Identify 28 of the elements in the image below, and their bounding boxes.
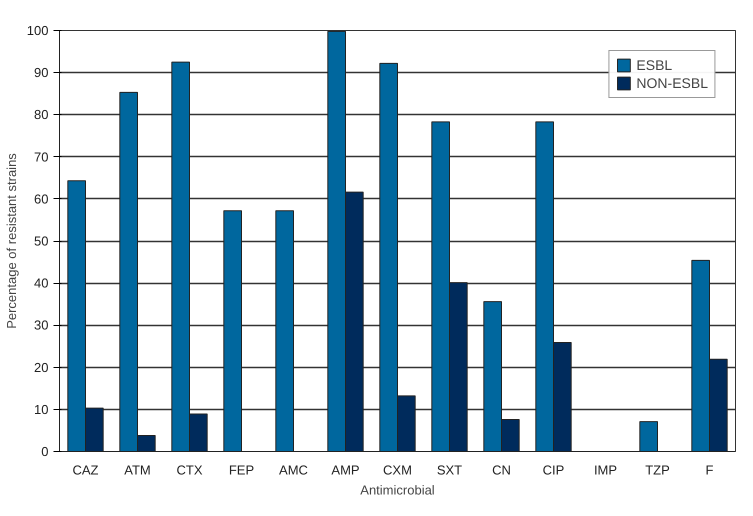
y-tick-label: 0 bbox=[41, 444, 49, 459]
legend-label: ESBL bbox=[636, 57, 672, 73]
x-tick-label: FEP bbox=[228, 462, 254, 478]
x-tick-label: ATM bbox=[124, 462, 151, 478]
x-tick-label: TZP bbox=[645, 462, 670, 478]
y-axis-title: Percentage of resistant strains bbox=[4, 152, 19, 329]
x-tick-label: AMC bbox=[279, 462, 308, 478]
x-tick-label: CIP bbox=[542, 462, 564, 478]
legend-label: NON-ESBL bbox=[636, 75, 708, 91]
x-tick-label: AMP bbox=[331, 462, 360, 478]
x-tick-label: CN bbox=[492, 462, 511, 478]
x-tick-label: IMP bbox=[594, 462, 618, 478]
y-tick-label: 10 bbox=[34, 402, 49, 417]
y-tick-label: 60 bbox=[34, 191, 49, 206]
y-tick-label: 70 bbox=[34, 149, 49, 164]
x-tick-label: CAZ bbox=[72, 462, 99, 478]
y-tick-label: 100 bbox=[26, 23, 49, 38]
y-tick-label: 20 bbox=[34, 360, 49, 375]
y-tick-label: 40 bbox=[34, 276, 49, 291]
x-tick-label: CTX bbox=[176, 462, 203, 478]
y-tick-label: 50 bbox=[34, 234, 49, 248]
x-axis-title: Antimicrobial bbox=[360, 482, 435, 498]
x-tick-label: CXM bbox=[383, 462, 412, 478]
y-tick-label: 90 bbox=[34, 65, 49, 80]
y-tick-label: 30 bbox=[34, 318, 49, 333]
y-tick-label: 80 bbox=[34, 107, 49, 122]
x-tick-label: SXT bbox=[436, 462, 462, 478]
x-tick-label: F bbox=[706, 462, 714, 478]
